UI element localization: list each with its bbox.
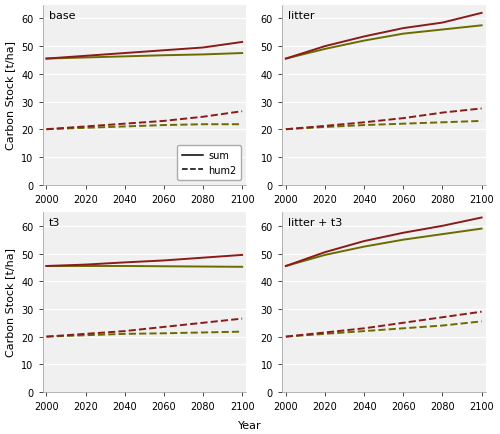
Text: litter + t3: litter + t3 bbox=[288, 218, 343, 228]
Legend: sum, hum2: sum, hum2 bbox=[177, 146, 241, 181]
Text: Year: Year bbox=[238, 420, 262, 430]
Text: litter: litter bbox=[288, 11, 314, 21]
Y-axis label: Carbon Stock [t/ha]: Carbon Stock [t/ha] bbox=[6, 248, 16, 357]
Text: t3: t3 bbox=[48, 218, 60, 228]
Text: base: base bbox=[48, 11, 75, 21]
Y-axis label: Carbon Stock [t/ha]: Carbon Stock [t/ha] bbox=[6, 41, 16, 150]
